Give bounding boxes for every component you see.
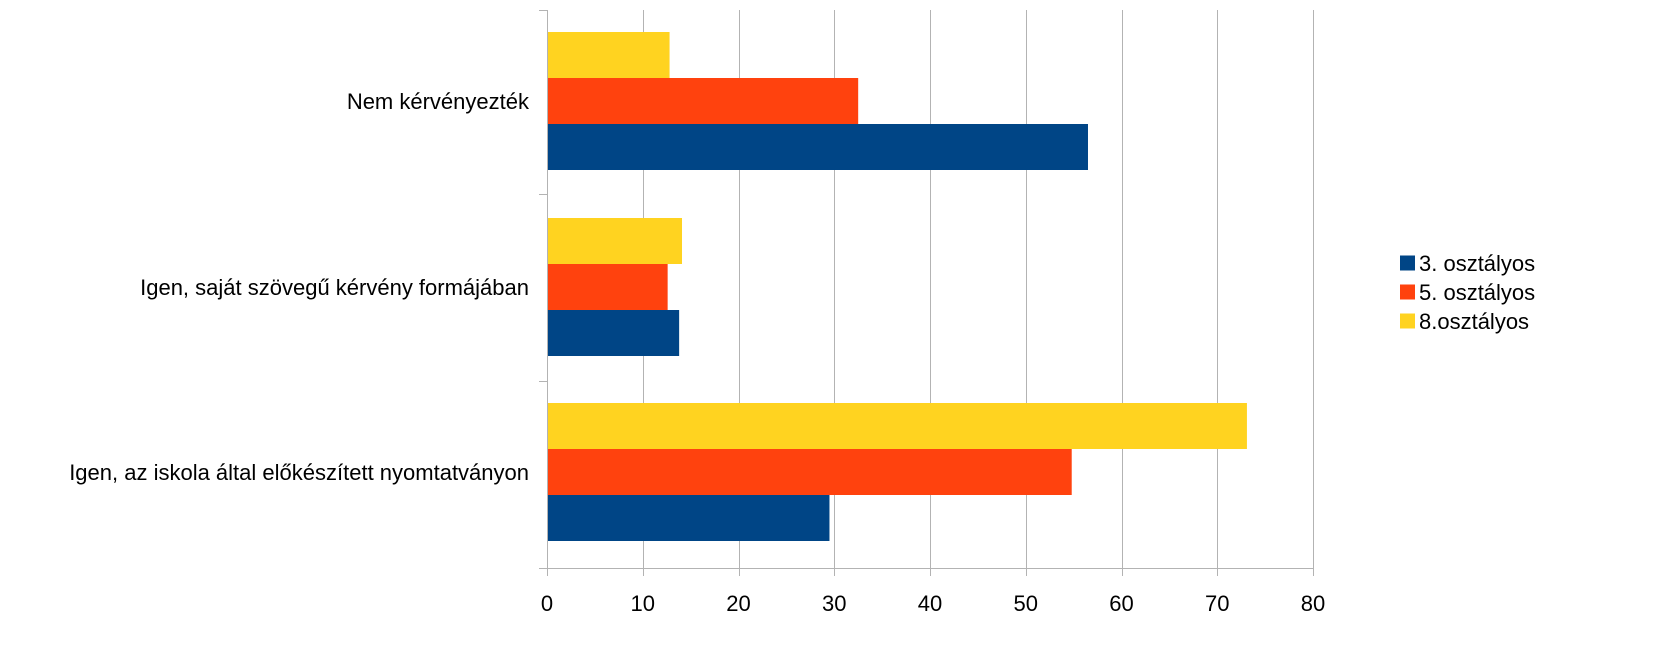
- bars: [547, 32, 1247, 541]
- x-tick-label: 60: [1109, 591, 1133, 616]
- x-tick-label: 20: [726, 591, 750, 616]
- bar: [547, 310, 680, 356]
- x-tick-label: 0: [541, 591, 553, 616]
- bar: [547, 218, 683, 264]
- bar: [547, 495, 830, 541]
- legend-label: 5. osztályos: [1419, 280, 1535, 305]
- labels: 0 10 20 30 40 50 60 70 80 Nem kérvényezték Igen, s…: [69, 89, 1325, 616]
- legend-swatch: [1400, 255, 1415, 271]
- category-label: Igen, saját szövegű kérvény formájában: [140, 275, 529, 300]
- legend-swatch: [1400, 313, 1415, 329]
- category-label: Igen, az iskola által előkészített nyomt…: [69, 460, 529, 485]
- bar: [547, 124, 1088, 170]
- x-tick-label: 50: [1014, 591, 1038, 616]
- bar: [547, 403, 1247, 449]
- legend: 3. osztályos 5. osztályos 8.osztályos: [1400, 251, 1535, 334]
- legend-swatch: [1400, 284, 1415, 300]
- bar: [547, 32, 670, 78]
- x-tick-label: 80: [1301, 591, 1325, 616]
- x-tick-label: 70: [1205, 591, 1229, 616]
- category-label: Nem kérvényezték: [347, 89, 530, 114]
- axes: [539, 10, 1314, 576]
- x-tick-label: 40: [918, 591, 942, 616]
- bar: [547, 449, 1072, 495]
- x-tick-label: 10: [631, 591, 655, 616]
- legend-label: 8.osztályos: [1419, 309, 1529, 334]
- legend-label: 3. osztályos: [1419, 251, 1535, 276]
- x-tick-label: 30: [822, 591, 846, 616]
- bar: [547, 78, 859, 124]
- bar: [547, 264, 668, 310]
